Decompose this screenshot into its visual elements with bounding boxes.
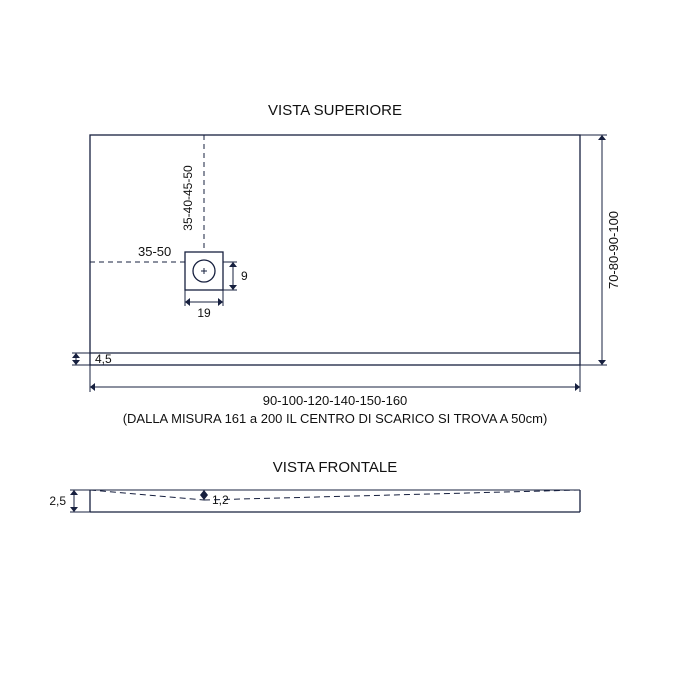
drain-width-label: 19	[197, 306, 211, 320]
top-view-title: VISTA SUPERIORE	[268, 102, 402, 119]
drain-position-note: (DALLA MISURA 161 a 200 IL CENTRO DI SCA…	[123, 411, 548, 426]
front-view: VISTA FRONTALE 2,5 1,2	[49, 459, 580, 512]
front-view-title: VISTA FRONTALE	[273, 459, 397, 476]
drain-offset-label: 35-50	[138, 244, 171, 259]
drain-height-label: 9	[241, 269, 248, 283]
overall-width-label: 90-100-120-140-150-160	[263, 393, 408, 408]
ledge-label: 4,5	[95, 352, 112, 366]
drain-vertical-offset-label: 35-40-45-50	[181, 165, 195, 231]
front-total-height-label: 2,5	[49, 494, 66, 508]
diagram-root: VISTA SUPERIORE 35-50 19 9 35-40-45-50 4,5 90-…	[49, 102, 621, 512]
top-view: VISTA SUPERIORE 35-50 19 9 35-40-45-50 4,5 90-…	[72, 102, 621, 426]
front-dip-label: 1,2	[212, 493, 229, 507]
overall-height-label: 70-80-90-100	[606, 211, 621, 289]
